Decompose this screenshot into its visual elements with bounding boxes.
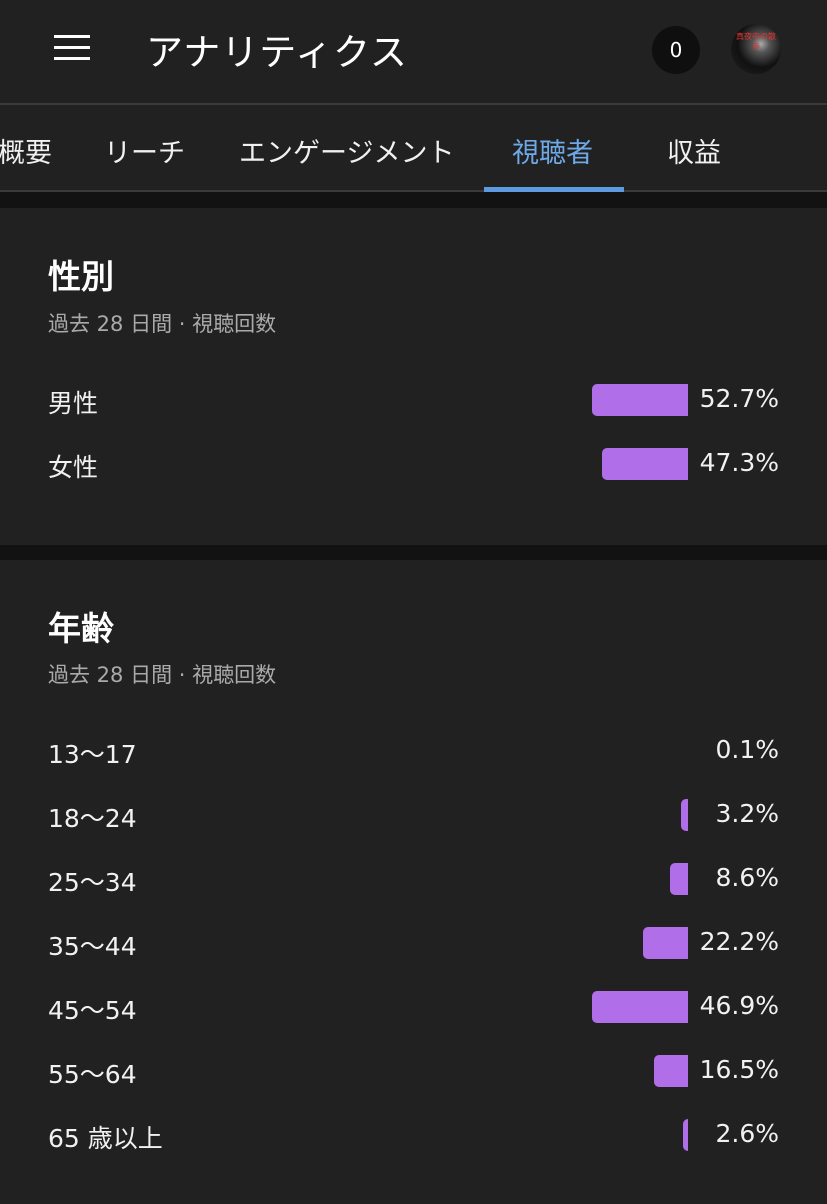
gender-row-label: 女性 (48, 453, 99, 482)
app-header: アナリティクス 0 真夜中の散歩 (0, 0, 827, 105)
age-row-value: 3.2% (715, 799, 779, 828)
page-title: アナリティクス (146, 31, 408, 74)
gender-card: 性別 過去 28 日間 · 視聴回数 男性 52.7% 女性 47.3% (0, 208, 827, 545)
gender-row: 女性 47.3% (0, 444, 827, 484)
tab-audience[interactable]: 視聴者 (512, 138, 593, 169)
tab-bar: 概要 リーチ エンゲージメント 視聴者 収益 (0, 105, 827, 192)
age-bar (642, 927, 688, 959)
age-row: 35〜44 22.2% (0, 923, 827, 963)
age-row: 13〜17 0.1% (0, 731, 827, 771)
age-row-value: 46.9% (699, 991, 779, 1020)
tab-revenue[interactable]: 収益 (667, 138, 721, 169)
age-row-label: 18〜24 (48, 804, 137, 833)
age-subtitle: 過去 28 日間 · 視聴回数 (48, 663, 277, 687)
age-row-label: 65 歳以上 (48, 1124, 163, 1153)
tab-reach[interactable]: リーチ (104, 138, 185, 169)
gender-row-value: 52.7% (699, 384, 779, 413)
age-row-value: 16.5% (699, 1055, 779, 1084)
tab-overview[interactable]: 概要 (0, 138, 52, 169)
age-row-label: 55〜64 (48, 1060, 137, 1089)
age-row-value: 2.6% (715, 1119, 779, 1148)
divider (0, 192, 827, 208)
menu-icon[interactable] (54, 33, 90, 61)
avatar[interactable]: 真夜中の散歩 (731, 24, 781, 74)
age-bar (592, 991, 688, 1023)
age-row-label: 13〜17 (48, 740, 137, 769)
age-title: 年齢 (48, 609, 114, 648)
age-card: 年齢 過去 28 日間 · 視聴回数 13〜17 0.1% 18〜24 3.2% 25〜… (0, 560, 827, 1204)
active-tab-indicator (484, 187, 624, 192)
age-row: 55〜64 16.5% (0, 1051, 827, 1091)
age-bar (654, 1055, 688, 1087)
age-row: 45〜54 46.9% (0, 987, 827, 1027)
divider (0, 545, 827, 560)
gender-row-value: 47.3% (699, 448, 779, 477)
gender-subtitle: 過去 28 日間 · 視聴回数 (48, 312, 277, 336)
age-row-label: 45〜54 (48, 996, 137, 1025)
tab-engagement[interactable]: エンゲージメント (239, 138, 455, 169)
age-row-label: 25〜34 (48, 868, 137, 897)
age-row-value: 0.1% (715, 735, 779, 764)
age-row-value: 22.2% (699, 927, 779, 956)
age-bar (682, 1119, 688, 1151)
avatar-text: 真夜中の散歩 (736, 32, 776, 51)
age-row: 65 歳以上 2.6% (0, 1115, 827, 1155)
gender-title: 性別 (48, 257, 114, 296)
age-row-value: 8.6% (715, 863, 779, 892)
age-bar (670, 863, 688, 895)
gender-row-label: 男性 (48, 389, 99, 418)
age-row: 25〜34 8.6% (0, 859, 827, 899)
notification-badge[interactable]: 0 (652, 26, 700, 74)
age-row: 18〜24 3.2% (0, 795, 827, 835)
gender-bar (601, 448, 688, 480)
gender-row: 男性 52.7% (0, 380, 827, 420)
age-row-label: 35〜44 (48, 932, 137, 961)
age-bar (681, 799, 688, 831)
gender-bar (592, 384, 688, 416)
